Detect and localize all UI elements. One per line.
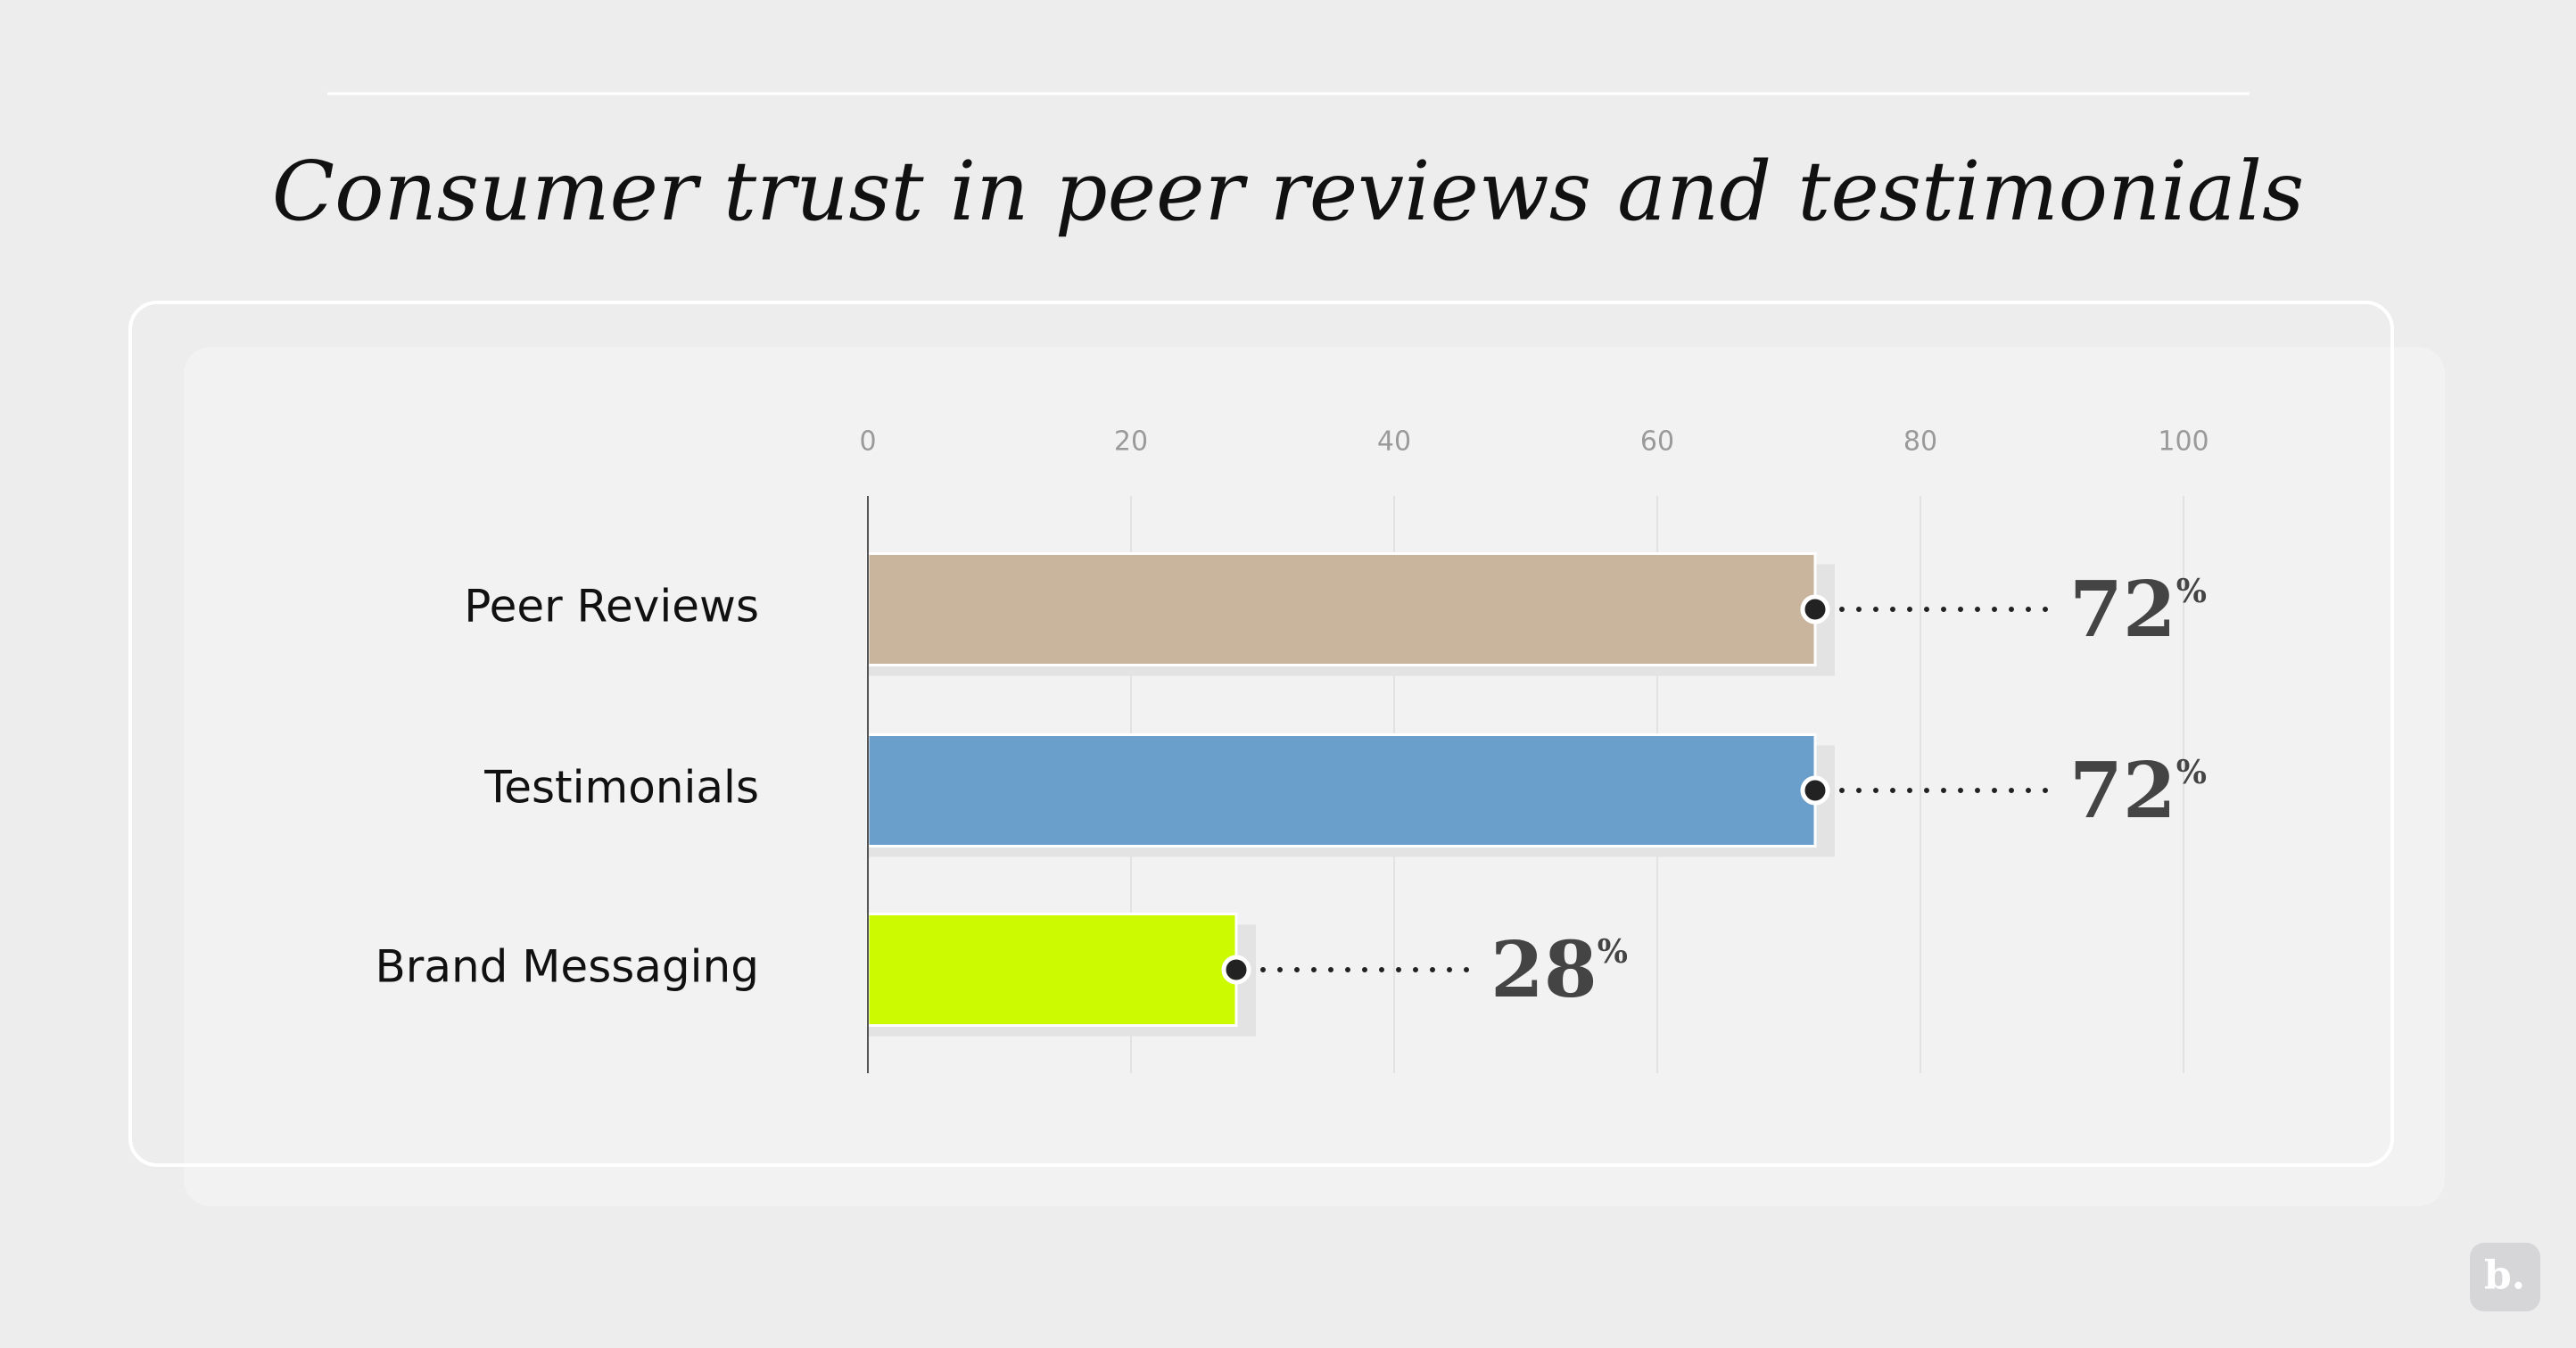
value-label: 72% [2069, 746, 2207, 836]
x-tick-label: 60 [1640, 426, 1674, 458]
category-label: Peer Reviews [464, 581, 759, 633]
bar [866, 552, 1817, 666]
value-label: 28% [1490, 925, 1628, 1015]
plot-area: 0 20 40 60 80 100 Peer Reviews 72% Testimonials 7… [375, 426, 2209, 1073]
value-label: 72% [2069, 565, 2207, 655]
bar [866, 733, 1817, 848]
end-dot [1800, 594, 1830, 624]
logo-badge [2470, 1243, 2540, 1311]
logo: b. [2484, 1253, 2525, 1299]
category-label: Testimonials [483, 762, 759, 814]
x-tick-label: 40 [1377, 426, 1411, 458]
chart-title: Consumer trust in peer reviews and testi… [272, 144, 2304, 239]
bar [866, 913, 1238, 1027]
x-tick-label: 100 [2158, 426, 2209, 458]
category-label: Brand Messaging [375, 941, 759, 993]
end-dot [1221, 955, 1251, 985]
x-tick-label: 20 [1114, 426, 1148, 458]
x-tick-label: 0 [859, 426, 876, 458]
frame [128, 301, 2394, 1167]
end-dot [1800, 775, 1830, 806]
x-tick-label: 80 [1903, 426, 1937, 458]
